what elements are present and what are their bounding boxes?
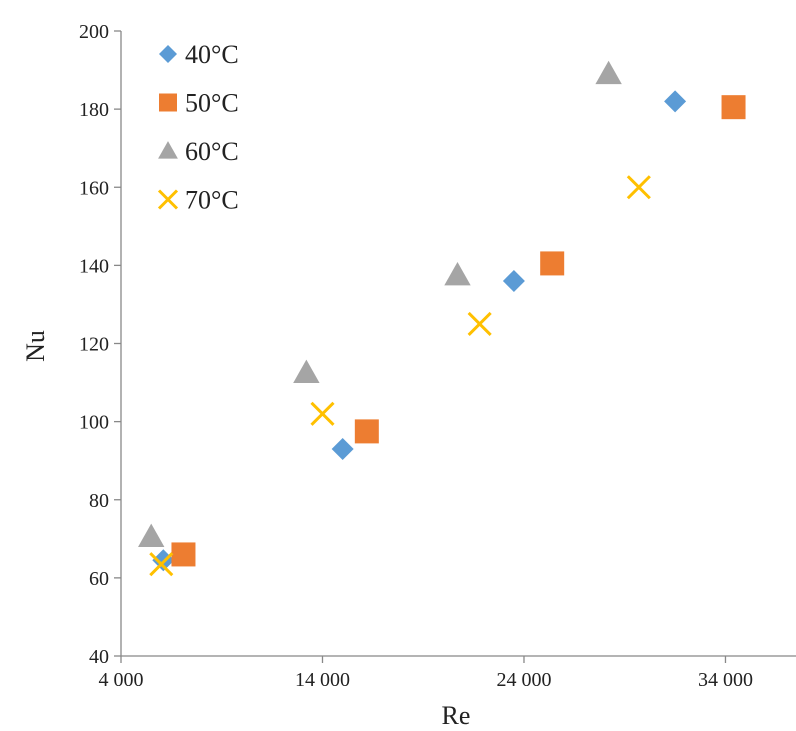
y-tick-label: 200 xyxy=(79,21,109,43)
x-tick-label: 34 000 xyxy=(698,669,753,691)
legend-marker-x xyxy=(157,189,179,210)
data-point-square xyxy=(354,419,379,444)
axes xyxy=(120,31,796,657)
y-tick-label: 180 xyxy=(79,99,109,121)
data-point-diamond xyxy=(664,90,687,113)
legend-label: 60°C xyxy=(185,137,239,166)
data-point-x xyxy=(310,401,335,426)
y-tick-label: 140 xyxy=(79,255,109,277)
legend-label: 40°C xyxy=(185,40,239,69)
y-axis-title-text: Nu xyxy=(21,330,50,362)
data-points xyxy=(138,60,746,577)
y-tick-label: 80 xyxy=(89,490,109,512)
x-tick-label: 24 000 xyxy=(496,669,551,691)
x-axis-title: Re xyxy=(442,701,471,730)
x-ticks: 4 000 14 000 24 000 34 000 xyxy=(99,656,753,691)
legend-label: 70°C xyxy=(185,186,239,215)
data-point-triangle xyxy=(595,60,622,85)
data-point-square xyxy=(171,542,196,567)
data-point-triangle xyxy=(444,261,471,286)
y-tick-label: 120 xyxy=(79,334,109,356)
legend-marker-diamond xyxy=(159,45,177,63)
data-point-x xyxy=(149,552,174,577)
x-tick-label: 4 000 xyxy=(99,669,144,691)
y-tick-label: 40 xyxy=(89,646,109,668)
data-point-diamond xyxy=(331,437,354,460)
x-tick-label: 14 000 xyxy=(295,669,350,691)
y-ticks: 40 60 80 100 120 140 160 180 200 xyxy=(79,21,121,668)
y-tick-label: 160 xyxy=(79,177,109,199)
legend: 40°C 50°C 60°C 70°C xyxy=(157,40,239,215)
y-tick-label: 100 xyxy=(79,412,109,434)
data-point-diamond xyxy=(502,270,525,292)
legend-marker-triangle xyxy=(158,141,178,159)
data-point-square xyxy=(540,251,565,276)
data-point-x xyxy=(626,175,651,200)
data-point-triangle xyxy=(138,523,165,548)
data-point-triangle xyxy=(293,359,320,383)
data-point-square xyxy=(721,95,746,120)
legend-marker-square xyxy=(159,93,177,112)
y-axis-title: Nu xyxy=(21,330,50,362)
y-tick-label: 60 xyxy=(89,568,109,590)
data-point-x xyxy=(467,311,492,337)
legend-label: 50°C xyxy=(185,89,239,118)
